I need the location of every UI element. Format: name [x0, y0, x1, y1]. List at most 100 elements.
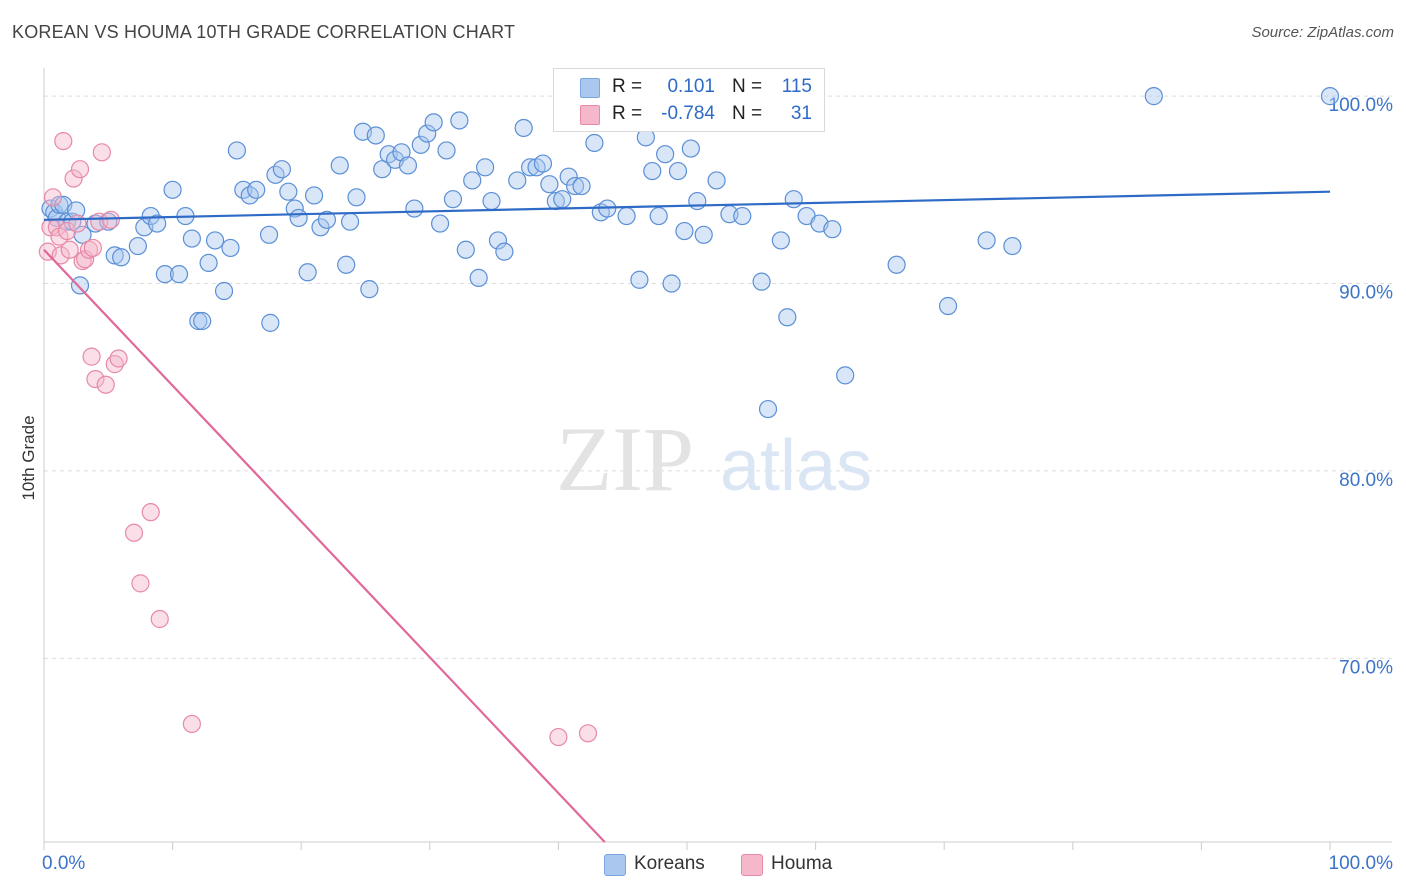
houma-point-28: [182, 714, 201, 734]
koreans-point-79: [559, 167, 578, 186]
koreans-point-65: [463, 171, 482, 190]
koreans-point-112: [938, 296, 958, 316]
houma-point-15: [82, 347, 101, 366]
koreans-point-92: [662, 274, 681, 293]
koreans-point-8: [73, 225, 92, 244]
stats-legend: R = 0.101 N = 115 R = -0.784 N = 31: [553, 68, 825, 132]
koreans-point-109: [823, 220, 842, 239]
y-tick-label-0: 70.0%: [1339, 657, 1393, 678]
koreans-point-59: [424, 113, 443, 132]
houma-point-30: [578, 724, 598, 743]
y-tick-label-3: 100.0%: [1329, 95, 1394, 116]
koreans-point-12: [105, 246, 124, 265]
houma-point-9: [64, 169, 83, 188]
houma-point-19: [92, 143, 111, 162]
koreans-point-110: [836, 366, 855, 385]
koreans-point-111: [887, 255, 906, 274]
koreans-point-102: [752, 272, 771, 291]
grid-lines: [44, 95, 1392, 659]
koreans-point-58: [418, 124, 437, 143]
houma-point-20: [96, 375, 115, 394]
koreans-point-17: [148, 214, 167, 233]
y-tick-label-2: 90.0%: [1339, 283, 1393, 304]
koreans-point-103: [758, 399, 778, 419]
n-label: N =: [732, 76, 763, 97]
houma-point-24: [124, 523, 144, 542]
koreans-point-90: [649, 206, 668, 226]
koreans-point-82: [585, 133, 604, 153]
koreans-point-20: [169, 265, 189, 284]
koreans-point-43: [317, 210, 337, 229]
koreans-point-9: [70, 276, 90, 295]
y-tick-label-1: 80.0%: [1339, 470, 1393, 491]
x-tick-label-1: 100.0%: [1329, 853, 1394, 874]
houma-trend-line: [43, 249, 606, 843]
koreans-point-18: [155, 265, 174, 284]
koreans-point-49: [360, 280, 379, 299]
koreans-point-14: [128, 236, 147, 256]
koreans-point-75: [533, 154, 553, 173]
koreans-point-80: [566, 176, 585, 196]
koreans-point-116: [1320, 87, 1340, 106]
koreans-point-50: [366, 126, 385, 145]
houma-point-7: [58, 221, 77, 241]
koreans-point-115: [1144, 87, 1163, 106]
koreans-point-29: [227, 141, 246, 160]
koreans-point-22: [182, 229, 201, 248]
koreans-point-26: [205, 231, 225, 250]
watermark-zip: ZIP: [556, 408, 694, 510]
koreans-point-91: [656, 145, 675, 164]
koreans-point-38: [285, 199, 304, 218]
koreans-point-13: [112, 248, 131, 267]
koreans-point-39: [289, 208, 308, 228]
koreans-point-64: [456, 240, 475, 259]
houma-point-11: [70, 160, 90, 179]
koreans-point-113: [977, 231, 996, 250]
koreans-point-68: [482, 191, 501, 211]
koreans-point-25: [199, 253, 218, 273]
trend-lines: [43, 190, 1331, 843]
houma-point-8: [60, 240, 79, 259]
houma-point-17: [86, 369, 105, 389]
koreans-point-34: [261, 313, 280, 332]
y-axis-label: 10th Grade: [19, 415, 38, 500]
koreans-point-89: [643, 161, 662, 181]
koreans-point-71: [508, 171, 527, 190]
houma-swatch: [580, 105, 600, 125]
koreans-point-46: [340, 212, 360, 231]
koreans-point-23: [189, 311, 208, 331]
houma-point-29: [549, 727, 568, 747]
koreans-point-72: [514, 118, 533, 138]
r-value: 0.101: [667, 76, 715, 97]
r-label: R =: [612, 103, 643, 124]
houma-point-25: [131, 574, 150, 593]
houma-point-21: [101, 210, 120, 229]
koreans-point-114: [1003, 236, 1022, 256]
koreans-point-16: [141, 206, 160, 226]
houma-point-10: [68, 214, 87, 233]
koreans-point-66: [469, 268, 488, 287]
houma-point-26: [141, 503, 160, 522]
houma-point-5: [51, 246, 70, 265]
koreans-point-87: [630, 270, 649, 289]
chart-source: Source: ZipAtlas.com: [1251, 24, 1394, 41]
koreans-point-100: [733, 206, 752, 226]
houma-point-16: [83, 238, 102, 258]
houma-point-23: [109, 349, 128, 368]
koreans-point-41: [304, 186, 324, 205]
koreans-point-94: [675, 221, 694, 241]
koreans-point-62: [443, 190, 463, 209]
koreans-point-57: [411, 135, 430, 154]
koreans-point-19: [163, 180, 182, 199]
koreans-point-70: [495, 242, 514, 261]
koreans-point-55: [398, 156, 418, 175]
koreans-point-69: [488, 231, 508, 250]
koreans-point-32: [247, 180, 266, 199]
houma-point-2: [43, 188, 63, 207]
koreans-point-33: [259, 225, 279, 244]
koreans-point-24: [193, 311, 212, 331]
koreans-point-93: [668, 161, 688, 181]
koreans-point-47: [347, 188, 366, 207]
koreans-legend-swatch: [604, 854, 626, 876]
